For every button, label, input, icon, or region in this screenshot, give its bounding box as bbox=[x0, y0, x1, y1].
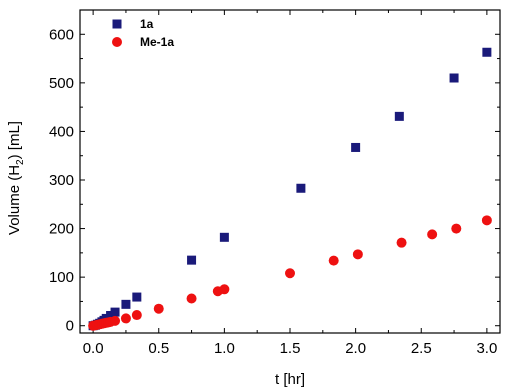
y-tick-label: 500 bbox=[49, 75, 74, 92]
x-tick-label: 2.0 bbox=[345, 340, 366, 357]
legend-marker-1a bbox=[112, 19, 122, 29]
series-layer bbox=[88, 47, 492, 331]
data-point-Me-1a bbox=[352, 249, 363, 260]
data-point-Me-1a bbox=[396, 237, 407, 248]
y-tick-label: 100 bbox=[49, 269, 74, 286]
axes bbox=[79, 9, 501, 334]
y-axis-title-subscript: 2 bbox=[15, 159, 26, 165]
data-point-1a bbox=[394, 111, 404, 121]
x-axis-title: t [hr] bbox=[275, 371, 305, 388]
x-tick-label: 0.0 bbox=[83, 340, 104, 357]
data-point-Me-1a bbox=[328, 255, 339, 266]
data-point-Me-1a bbox=[451, 223, 462, 234]
y-axis-title: Volume (H2) [mL] bbox=[6, 121, 26, 235]
y-axis-title-main: Volume (H bbox=[6, 165, 23, 235]
data-point-Me-1a bbox=[186, 293, 197, 304]
plot-frame bbox=[79, 9, 501, 334]
data-point-1a bbox=[219, 232, 229, 242]
legend-label-Me-1a: Me-1a bbox=[140, 35, 174, 49]
y-axis-title-tail: ) [mL] bbox=[6, 121, 23, 159]
data-point-1a bbox=[296, 183, 306, 193]
data-point-Me-1a bbox=[131, 310, 142, 321]
legend-label-1a: 1a bbox=[140, 17, 154, 31]
y-tick-label: 600 bbox=[49, 26, 74, 43]
data-point-1a bbox=[187, 255, 197, 265]
data-point-Me-1a bbox=[153, 303, 164, 314]
y-tick-label: 300 bbox=[49, 172, 74, 189]
x-tick-label: 3.0 bbox=[476, 340, 497, 357]
x-tick-label: 1.5 bbox=[280, 340, 301, 357]
x-axis-ticks: 0.0 0.5 1.0 1.5 2.0 2.5 3.0 bbox=[83, 10, 497, 357]
data-point-Me-1a bbox=[427, 229, 438, 240]
data-point-Me-1a bbox=[481, 215, 492, 226]
y-tick-label: 200 bbox=[49, 221, 74, 238]
y-axis-ticks: 0 100 200 300 400 500 600 bbox=[49, 26, 500, 335]
legend-marker-Me-1a bbox=[112, 37, 122, 47]
y-tick-label: 0 bbox=[66, 318, 74, 335]
x-tick-label: 1.0 bbox=[214, 340, 235, 357]
y-tick-label: 400 bbox=[49, 123, 74, 140]
data-point-1a bbox=[449, 73, 459, 83]
data-point-1a bbox=[121, 299, 131, 309]
series-Me-1a bbox=[88, 215, 492, 331]
data-point-Me-1a bbox=[285, 268, 295, 279]
data-point-Me-1a bbox=[120, 313, 131, 324]
data-point-1a bbox=[351, 142, 361, 152]
legend: 1a Me-1a bbox=[112, 17, 174, 49]
data-point-1a bbox=[132, 292, 142, 302]
x-tick-label: 0.5 bbox=[148, 340, 169, 357]
data-point-1a bbox=[110, 307, 120, 317]
series-1a bbox=[88, 47, 492, 331]
x-tick-label: 2.5 bbox=[411, 340, 432, 357]
data-point-Me-1a bbox=[219, 284, 230, 295]
data-point-1a bbox=[482, 47, 492, 57]
data-point-Me-1a bbox=[110, 315, 121, 326]
